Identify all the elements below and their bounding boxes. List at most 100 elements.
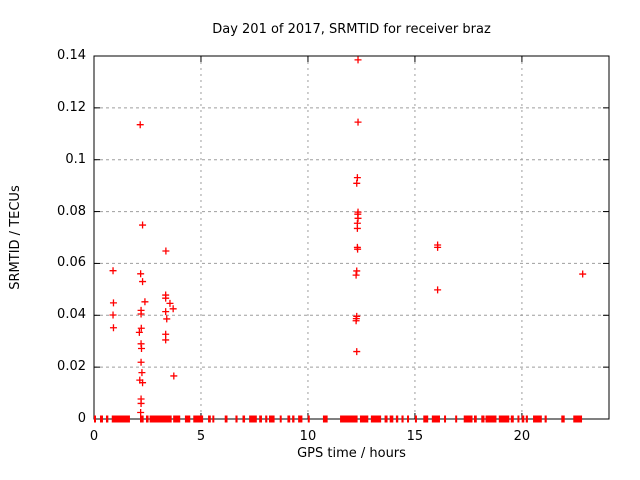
data-point-marker [353,224,361,232]
zero-value-segment [573,415,583,423]
data-point-marker [170,372,178,380]
plot-border [93,55,610,420]
zero-value-segment [359,415,369,423]
zero-value-segment [407,415,410,423]
x-tick-label: 15 [406,429,424,444]
data-point-marker [138,369,146,377]
data-point-marker [162,247,170,255]
zero-value-segment [173,415,181,423]
zero-value-segment [510,415,514,423]
zero-value-segment [269,415,275,423]
zero-value-segment [481,415,485,423]
zero-value-segment [111,415,130,423]
zero-value-segment [414,415,417,423]
data-point-marker [139,221,147,229]
zero-value-segment [444,415,447,423]
zero-value-segment [401,415,404,423]
zero-value-segment [340,415,358,423]
data-point-marker [137,324,145,332]
data-point-marker [137,399,145,407]
x-axis-title: GPS time / hours [297,446,406,461]
zero-value-segment [249,415,257,423]
data-point-marker [137,344,145,352]
zero-value-segment [265,415,268,423]
zero-value-segment [498,415,510,423]
zero-value-segment [105,415,109,423]
zero-value-segment [259,415,262,423]
zero-value-segment [384,415,388,423]
zero-value-segment [149,415,172,423]
zero-value-segment [431,415,440,423]
zero-value-segment [212,415,215,423]
data-point-marker [353,179,361,187]
data-point-marker [136,121,144,129]
zero-value-segment [140,415,144,423]
data-point-marker [137,409,145,417]
y-tick-label: 0.02 [57,359,86,375]
zero-value-segment [307,415,310,423]
zero-value-segment [292,415,295,423]
data-point-marker [109,299,117,307]
data-point-marker [354,245,362,253]
x-tick-label: 5 [196,429,206,444]
data-point-marker [352,317,360,325]
zero-value-segment [184,415,191,423]
x-tick-label: 20 [513,429,531,444]
zero-value-segment [423,415,429,423]
zero-value-segment [561,415,565,423]
zero-value-segment [463,415,473,423]
y-tick-label: 0.12 [57,99,86,115]
zero-value-segment [99,415,103,423]
data-point-marker [434,243,442,251]
y-tick-label: 0.04 [57,307,86,323]
zero-value-segment [473,415,477,423]
zero-value-segment [279,415,282,423]
data-point-marker [162,308,170,316]
zero-value-segment [544,415,547,423]
data-point-marker [434,286,442,294]
zero-value-segment [395,415,399,423]
zero-value-segment [242,415,246,423]
y-tick-label: 0.14 [57,48,86,63]
data-point-marker [353,348,361,356]
y-tick-label: 0.06 [57,255,86,271]
zero-value-segment [370,415,382,423]
data-point-marker [137,270,145,278]
data-point-marker [109,267,117,275]
data-point-marker [137,358,145,366]
data-point-marker [169,305,177,313]
zero-value-segment [145,415,149,423]
data-point-marker [166,299,174,307]
y-tick-label: 0.08 [57,203,86,219]
data-point-marker [579,270,587,278]
data-point-marker [141,298,149,306]
zero-value-segment [533,415,542,423]
zero-value-segment [521,415,525,423]
zero-value-segment [287,415,291,423]
zero-value-segment [485,415,497,423]
zero-value-segment [389,415,394,423]
data-point-marker [354,56,362,64]
zero-value-segment [208,415,211,423]
data-point-marker [139,379,147,387]
zero-value-segment [517,415,520,423]
zero-value-segment [224,415,228,423]
zero-value-segment [298,415,303,423]
zero-value-segment [455,415,458,423]
data-point-marker [109,324,117,332]
zero-value-segment [235,415,238,423]
zero-value-segment [322,415,328,423]
data-point-marker [162,294,170,302]
data-point-marker [135,328,143,336]
x-tick-label: 10 [299,429,317,444]
y-tick-label: 0.1 [65,151,86,167]
data-point-marker [109,311,117,319]
data-point-marker [137,310,145,318]
chart-title: Day 201 of 2017, SRMTID for receiver bra… [212,22,491,37]
x-tick-label: 0 [89,429,99,444]
data-point-marker [354,118,362,126]
zero-value-segment [525,415,528,423]
zero-value-segment [193,415,204,423]
